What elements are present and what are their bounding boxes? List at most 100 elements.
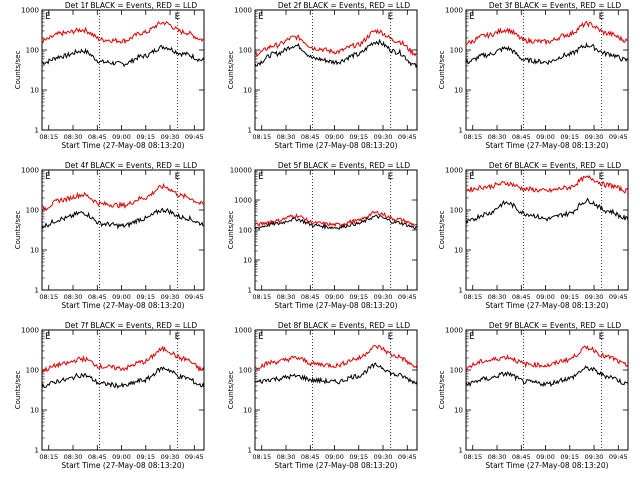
chart-panel-4: Det 4f BLACK = Events, RED = LLD 1 10 100 10… bbox=[14, 161, 205, 310]
x-tick-label: 08:15 bbox=[252, 133, 271, 141]
x-axis-label: Start Time (27-May-08 08:13:20) bbox=[61, 141, 184, 150]
x-tick-label: 09:45 bbox=[185, 453, 204, 461]
x-tick-label: 09:45 bbox=[398, 133, 417, 141]
event-annotation: E bbox=[388, 12, 394, 22]
y-tick-label: 100 bbox=[26, 367, 39, 375]
x-tick-label: 08:30 bbox=[488, 133, 507, 141]
x-tick-label: 08:15 bbox=[252, 453, 271, 461]
x-tick-label: 09:30 bbox=[585, 293, 604, 301]
event-annotation: E bbox=[175, 332, 181, 342]
plot-frame bbox=[465, 9, 629, 131]
plot-frame bbox=[465, 329, 629, 451]
series-line-events bbox=[254, 38, 418, 69]
event-annotation: E bbox=[175, 172, 181, 182]
x-tick-label: 09:00 bbox=[536, 133, 555, 141]
y-tick-label: 10 bbox=[454, 407, 463, 415]
chart-title: Det 1f BLACK = Events, RED = LLD bbox=[65, 1, 198, 10]
x-tick-label: 09:45 bbox=[185, 133, 204, 141]
x-tick-label: 09:00 bbox=[112, 133, 131, 141]
x-tick-label: 08:30 bbox=[277, 133, 296, 141]
x-tick-label: 09:30 bbox=[161, 453, 180, 461]
y-tick-label: 1000 bbox=[21, 7, 39, 15]
x-axis-label: Start Time (27-May-08 08:13:20) bbox=[274, 301, 397, 310]
chart-title: Det 4f BLACK = Events, RED = LLD bbox=[65, 161, 198, 170]
x-tick-label: 09:00 bbox=[536, 293, 555, 301]
x-tick-label: 08:15 bbox=[39, 293, 58, 301]
y-tick-label: 100 bbox=[239, 227, 252, 235]
y-axis-label: Counts/sec bbox=[227, 51, 235, 90]
chart-title: Det 2f BLACK = Events, RED = LLD bbox=[278, 1, 411, 10]
y-tick-label: 1 bbox=[248, 447, 252, 455]
y-tick-label: 1 bbox=[35, 447, 39, 455]
plot-frame bbox=[465, 169, 629, 291]
x-tick-label: 08:30 bbox=[488, 453, 507, 461]
x-tick-label: 09:30 bbox=[585, 133, 604, 141]
y-tick-label: 1 bbox=[459, 447, 463, 455]
y-tick-label: 1000 bbox=[21, 327, 39, 335]
x-tick-label: 08:45 bbox=[512, 293, 531, 301]
series-line-events bbox=[254, 214, 418, 230]
series-line-lld bbox=[254, 210, 418, 228]
x-tick-label: 09:45 bbox=[609, 133, 628, 141]
series-line-lld bbox=[41, 20, 205, 45]
y-tick-label: 1000 bbox=[445, 327, 463, 335]
y-tick-label: 10 bbox=[454, 247, 463, 255]
y-tick-label: 10 bbox=[30, 407, 39, 415]
chart-title: Det 6f BLACK = Events, RED = LLD bbox=[489, 161, 622, 170]
x-tick-label: 09:00 bbox=[536, 453, 555, 461]
chart-panel-7: Det 7f BLACK = Events, RED = LLD 1 10 100 10… bbox=[14, 321, 205, 470]
x-tick-label: 08:45 bbox=[512, 453, 531, 461]
x-tick-label: 09:30 bbox=[161, 133, 180, 141]
x-tick-label: 08:45 bbox=[301, 293, 320, 301]
plot-frame bbox=[41, 169, 205, 291]
y-tick-label: 10 bbox=[30, 247, 39, 255]
y-tick-label: 10000 bbox=[230, 167, 252, 175]
x-tick-label: 09:30 bbox=[161, 293, 180, 301]
x-axis-label: Start Time (27-May-08 08:13:20) bbox=[485, 141, 608, 150]
x-tick-label: 09:15 bbox=[560, 453, 579, 461]
chart-title: Det 9f BLACK = Events, RED = LLD bbox=[489, 321, 622, 330]
x-tick-label: 08:15 bbox=[39, 133, 58, 141]
x-tick-label: 09:45 bbox=[398, 293, 417, 301]
x-tick-label: 09:45 bbox=[398, 453, 417, 461]
y-axis-label: Counts/sec bbox=[227, 371, 235, 410]
y-tick-label: 1000 bbox=[234, 197, 252, 205]
chart-title: Det 5f BLACK = Events, RED = LLD bbox=[278, 161, 411, 170]
x-tick-label: 09:30 bbox=[374, 293, 393, 301]
event-annotation: E bbox=[599, 12, 605, 22]
y-tick-label: 1 bbox=[459, 127, 463, 135]
y-tick-label: 1000 bbox=[445, 167, 463, 175]
x-tick-label: 08:30 bbox=[277, 293, 296, 301]
chart-title: Det 8f BLACK = Events, RED = LLD bbox=[278, 321, 411, 330]
plot-frame bbox=[254, 329, 418, 451]
y-axis-label: Counts/sec bbox=[438, 51, 446, 90]
y-tick-label: 100 bbox=[450, 47, 463, 55]
plot-frame bbox=[254, 9, 418, 131]
series-line-lld bbox=[41, 182, 205, 212]
x-tick-label: 09:00 bbox=[112, 453, 131, 461]
x-tick-label: 09:15 bbox=[136, 293, 155, 301]
event-annotation: E bbox=[258, 332, 264, 342]
y-tick-label: 1 bbox=[35, 127, 39, 135]
y-tick-label: 100 bbox=[239, 367, 252, 375]
y-tick-label: 10 bbox=[454, 87, 463, 95]
event-annotation: E bbox=[388, 332, 394, 342]
event-annotation: E bbox=[258, 172, 264, 182]
event-annotation: E bbox=[388, 172, 394, 182]
plot-frame bbox=[41, 329, 205, 451]
event-annotation: E bbox=[45, 12, 51, 22]
x-tick-label: 08:45 bbox=[301, 133, 320, 141]
x-tick-label: 09:15 bbox=[560, 133, 579, 141]
x-tick-label: 09:45 bbox=[609, 453, 628, 461]
x-tick-label: 09:30 bbox=[585, 453, 604, 461]
x-tick-label: 08:30 bbox=[277, 453, 296, 461]
y-tick-label: 100 bbox=[450, 207, 463, 215]
x-tick-label: 08:45 bbox=[88, 453, 107, 461]
y-tick-label: 1 bbox=[35, 287, 39, 295]
y-tick-label: 100 bbox=[26, 207, 39, 215]
y-axis-label: Counts/sec bbox=[14, 371, 22, 410]
x-tick-label: 08:45 bbox=[88, 293, 107, 301]
x-axis-label: Start Time (27-May-08 08:13:20) bbox=[485, 301, 608, 310]
x-tick-label: 08:15 bbox=[463, 293, 482, 301]
